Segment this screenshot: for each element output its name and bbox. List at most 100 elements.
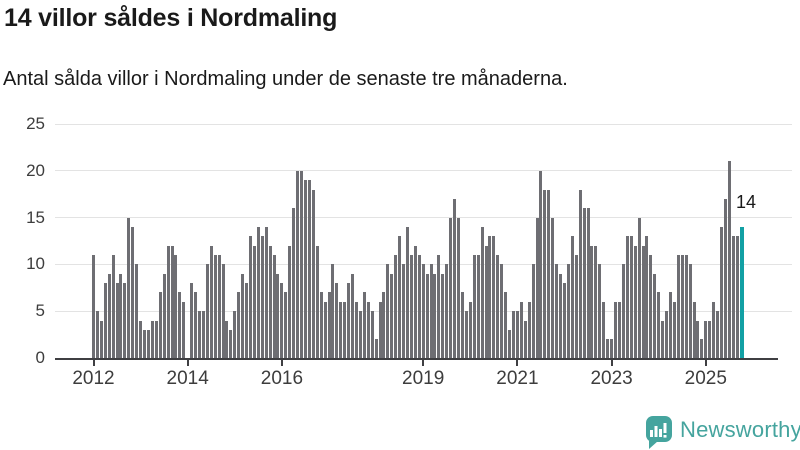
bar [441, 273, 445, 358]
bar [339, 301, 343, 358]
bar [625, 236, 629, 358]
bar [590, 245, 594, 358]
bar [354, 301, 358, 358]
chart-subtitle: Antal sålda villor i Nordmaling under de… [3, 68, 568, 90]
bar [284, 292, 288, 358]
bar [468, 301, 472, 358]
bar [221, 264, 225, 358]
bar [425, 273, 429, 358]
bar-chart-speech-bubble-icon [650, 423, 667, 438]
bar [488, 236, 492, 358]
bar [574, 255, 578, 358]
bar [480, 226, 484, 358]
bar [107, 273, 111, 358]
bar [602, 301, 606, 358]
bar [182, 301, 186, 358]
bar [672, 301, 676, 358]
bar [578, 189, 582, 358]
bar [496, 255, 500, 358]
bar [460, 292, 464, 358]
bar [362, 292, 366, 358]
bar [508, 329, 512, 358]
bar [398, 236, 402, 358]
bar [519, 301, 523, 358]
bar [331, 264, 335, 358]
x-axis-tick [280, 359, 283, 366]
bar [390, 273, 394, 358]
bar [417, 255, 421, 358]
bar [115, 283, 119, 358]
bar [123, 283, 127, 358]
bar [194, 292, 198, 358]
bar [716, 311, 720, 358]
bar [531, 264, 535, 358]
bar [409, 255, 413, 358]
bar [437, 255, 441, 358]
x-axis-line [55, 358, 778, 360]
bar [645, 236, 649, 358]
bar [394, 255, 398, 358]
bar [476, 255, 480, 358]
bar [637, 217, 641, 358]
y-axis-tick-label: 20 [26, 160, 45, 180]
bar [174, 255, 178, 358]
bar [92, 255, 95, 358]
bar [288, 245, 292, 358]
bar [162, 273, 166, 358]
bar [629, 236, 633, 358]
x-axis-tick-label: 2019 [402, 368, 445, 389]
bar [421, 264, 425, 358]
y-axis-tick-label: 5 [35, 301, 45, 321]
gridline [55, 123, 792, 125]
bar [614, 301, 618, 358]
bar [303, 180, 307, 358]
bar [260, 236, 264, 358]
page-title: 14 villor såldes i Nordmaling [4, 4, 338, 32]
bar [127, 217, 131, 358]
bar [143, 329, 147, 358]
bar [402, 264, 406, 358]
bar [209, 245, 213, 358]
bar [661, 320, 665, 358]
bar [268, 245, 272, 358]
bar [684, 255, 688, 358]
bar [472, 255, 476, 358]
bar [233, 311, 237, 358]
bar [680, 255, 684, 358]
bar [201, 311, 205, 358]
bar [335, 283, 339, 358]
bar [245, 283, 249, 358]
bar [570, 236, 574, 358]
y-axis-tick-label: 25 [26, 114, 45, 133]
bar [676, 255, 680, 358]
y-axis-tick-label: 0 [35, 348, 45, 367]
bar [296, 170, 300, 358]
bar [731, 236, 735, 358]
bar [582, 208, 586, 358]
bar [504, 292, 508, 358]
bar [358, 311, 362, 358]
bar [135, 264, 139, 358]
bar [131, 226, 135, 358]
bar [511, 311, 515, 358]
bar [555, 264, 559, 358]
bar [598, 264, 602, 358]
bar [256, 226, 260, 358]
bar [170, 245, 174, 358]
bar [343, 301, 347, 358]
bar [146, 329, 150, 358]
bar [413, 245, 417, 358]
bar [351, 273, 355, 358]
bar [229, 329, 233, 358]
bar [692, 301, 696, 358]
bar [727, 161, 731, 358]
bar [523, 320, 527, 358]
bar [272, 255, 276, 358]
bar [606, 339, 610, 358]
bar [366, 301, 370, 358]
bar [547, 189, 551, 358]
bar [103, 283, 107, 358]
y-axis-tick-label: 15 [26, 207, 45, 227]
bar [178, 292, 182, 358]
